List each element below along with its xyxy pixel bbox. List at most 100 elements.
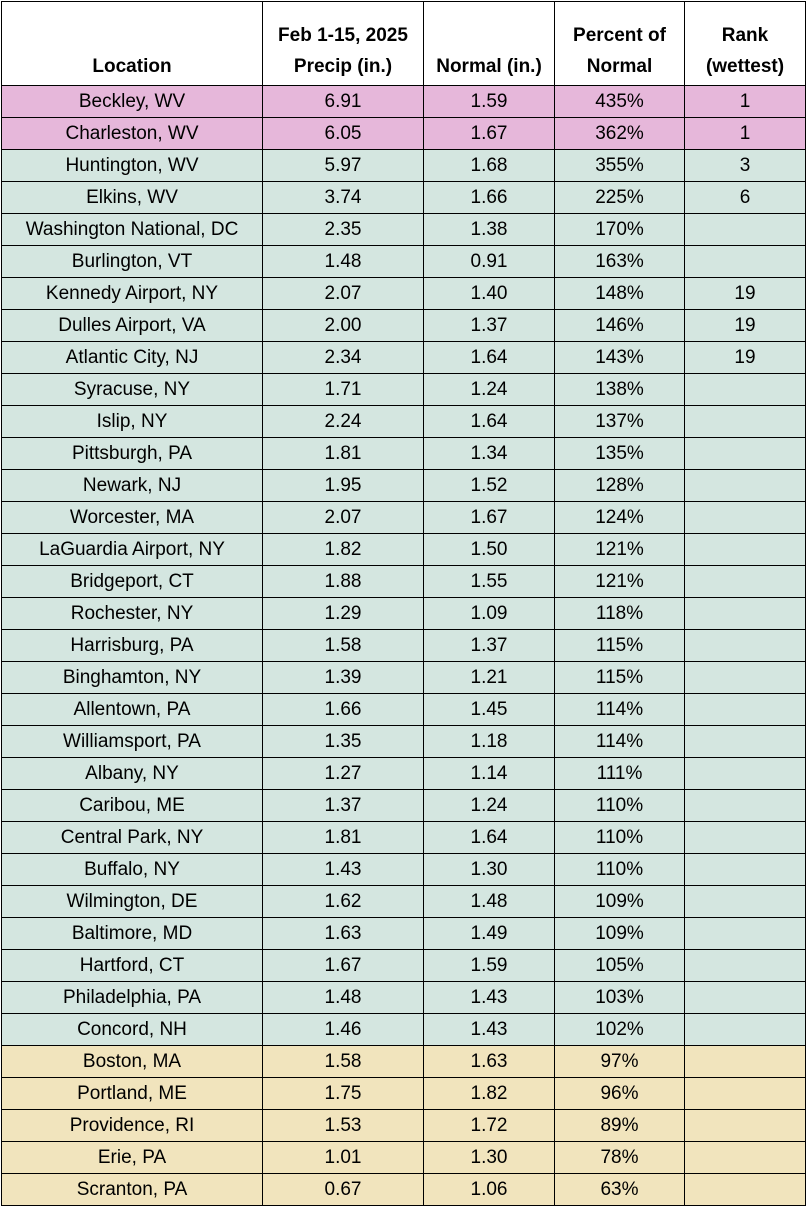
header-normal: Normal (in.) [423,1,555,86]
precip-cell: 1.39 [262,661,424,694]
location-cell: Burlington, VT [1,245,263,278]
location-cell: Islip, NY [1,405,263,438]
rank-cell [684,725,806,758]
location-cell: Scranton, PA [1,1173,263,1206]
percent-cell: 102% [554,1013,685,1046]
rank-cell [684,757,806,790]
precip-cell: 6.05 [262,117,424,150]
table-row: Islip, NY 2.24 1.64 137% [1,405,806,438]
header-percent-line1: Percent of [573,25,666,46]
normal-cell: 1.40 [423,277,555,310]
precip-cell: 2.24 [262,405,424,438]
percent-cell: 128% [554,469,685,502]
header-precip-line1: Feb 1-15, 2025 [278,25,408,46]
normal-cell: 1.55 [423,565,555,598]
table-row: Newark, NJ 1.95 1.52 128% [1,469,806,502]
percent-cell: 103% [554,981,685,1014]
normal-cell: 1.82 [423,1077,555,1110]
table-row: Huntington, WV 5.97 1.68 355% 3 [1,149,806,182]
percent-cell: 121% [554,565,685,598]
rank-cell [684,1173,806,1206]
precip-cell: 1.62 [262,885,424,918]
location-cell: Central Park, NY [1,821,263,854]
precip-cell: 1.35 [262,725,424,758]
precip-cell: 5.97 [262,149,424,182]
normal-cell: 1.06 [423,1173,555,1206]
table-row: Bridgeport, CT 1.88 1.55 121% [1,565,806,598]
precip-cell: 1.82 [262,533,424,566]
precip-cell: 1.43 [262,853,424,886]
percent-cell: 63% [554,1173,685,1206]
rank-cell [684,373,806,406]
percent-cell: 146% [554,309,685,342]
precip-cell: 2.34 [262,341,424,374]
percent-cell: 96% [554,1077,685,1110]
table-row: Hartford, CT 1.67 1.59 105% [1,949,806,982]
table-row: Erie, PA 1.01 1.30 78% [1,1141,806,1174]
normal-cell: 1.64 [423,341,555,374]
percent-cell: 105% [554,949,685,982]
percent-cell: 124% [554,501,685,534]
rank-cell [684,1109,806,1142]
location-cell: Allentown, PA [1,693,263,726]
percent-cell: 109% [554,917,685,950]
normal-cell: 1.14 [423,757,555,790]
table-row: Albany, NY 1.27 1.14 111% [1,757,806,790]
header-percent: Percent of Normal [554,1,685,86]
percent-cell: 435% [554,85,685,118]
normal-cell: 1.67 [423,501,555,534]
percent-cell: 115% [554,629,685,662]
table-row: Burlington, VT 1.48 0.91 163% [1,245,806,278]
table-row: Concord, NH 1.46 1.43 102% [1,1013,806,1046]
precip-cell: 0.67 [262,1173,424,1206]
location-cell: Wilmington, DE [1,885,263,918]
rank-cell [684,405,806,438]
location-cell: Concord, NH [1,1013,263,1046]
precip-cell: 1.29 [262,597,424,630]
rank-cell [684,1013,806,1046]
normal-cell: 1.49 [423,917,555,950]
percent-cell: 148% [554,277,685,310]
header-percent-line2: Normal [586,56,653,77]
rank-cell: 1 [684,85,806,118]
normal-cell: 1.52 [423,469,555,502]
location-cell: Syracuse, NY [1,373,263,406]
location-cell: Providence, RI [1,1109,263,1142]
normal-cell: 1.66 [423,181,555,214]
header-rank: Rank (wettest) [684,1,806,86]
header-row: Location Feb 1-15, 2025 Precip (in.) Norm… [1,1,806,86]
table-row: Binghamton, NY 1.39 1.21 115% [1,661,806,694]
percent-cell: 135% [554,437,685,470]
precip-cell: 1.58 [262,1045,424,1078]
percent-cell: 137% [554,405,685,438]
rank-cell [684,533,806,566]
rank-cell [684,1077,806,1110]
normal-cell: 1.21 [423,661,555,694]
rank-cell [684,789,806,822]
rank-cell [684,629,806,662]
rank-cell [684,821,806,854]
normal-cell: 1.64 [423,821,555,854]
precip-cell: 1.46 [262,1013,424,1046]
table-row: Wilmington, DE 1.62 1.48 109% [1,885,806,918]
normal-cell: 1.37 [423,629,555,662]
table-row: Washington National, DC 2.35 1.38 170% [1,213,806,246]
normal-cell: 1.63 [423,1045,555,1078]
percent-cell: 89% [554,1109,685,1142]
location-cell: Dulles Airport, VA [1,309,263,342]
table-row: Portland, ME 1.75 1.82 96% [1,1077,806,1110]
location-cell: Albany, NY [1,757,263,790]
percent-cell: 170% [554,213,685,246]
header-rank-line1: Rank [721,25,769,46]
percent-cell: 138% [554,373,685,406]
location-cell: Rochester, NY [1,597,263,630]
precip-cell: 1.48 [262,245,424,278]
rank-cell: 19 [684,277,806,310]
normal-cell: 1.24 [423,373,555,406]
percent-cell: 163% [554,245,685,278]
percent-cell: 78% [554,1141,685,1174]
percent-cell: 355% [554,149,685,182]
precip-cell: 1.81 [262,437,424,470]
precip-cell: 1.53 [262,1109,424,1142]
